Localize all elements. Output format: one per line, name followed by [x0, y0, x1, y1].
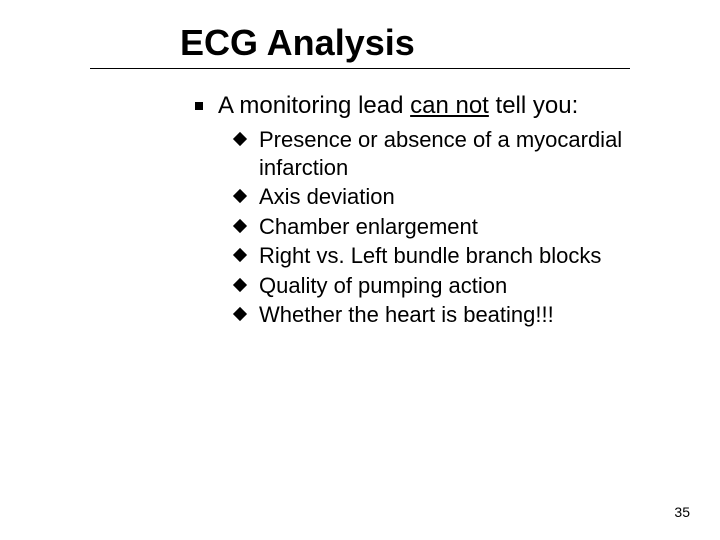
- level2-item: Right vs. Left bundle branch blocks: [235, 242, 665, 270]
- level2-item: Axis deviation: [235, 183, 665, 211]
- level2-text: Axis deviation: [259, 183, 395, 211]
- level2-text: Quality of pumping action: [259, 272, 507, 300]
- level1-text: A monitoring lead can not tell you:: [218, 92, 578, 120]
- level1-item: A monitoring lead can not tell you:: [195, 92, 665, 120]
- page-number: 35: [674, 504, 690, 520]
- level1-suffix: tell you:: [489, 92, 578, 119]
- level2-item: Presence or absence of a myocardial infa…: [235, 126, 665, 181]
- level2-text: Whether the heart is beating!!!: [259, 301, 554, 329]
- diamond-bullet-icon: [233, 132, 247, 146]
- diamond-bullet-icon: [233, 277, 247, 291]
- title-underline: [90, 68, 630, 69]
- level2-item: Chamber enlargement: [235, 213, 665, 241]
- diamond-bullet-icon: [233, 307, 247, 321]
- level1-cannot: can not: [410, 92, 489, 119]
- level2-item: Whether the heart is beating!!!: [235, 301, 665, 329]
- level2-list: Presence or absence of a myocardial infa…: [235, 126, 665, 329]
- level2-text: Chamber enlargement: [259, 213, 478, 241]
- body-content: A monitoring lead can not tell you: Pres…: [195, 92, 665, 331]
- level2-text: Right vs. Left bundle branch blocks: [259, 242, 601, 270]
- diamond-bullet-icon: [233, 218, 247, 232]
- diamond-bullet-icon: [233, 189, 247, 203]
- level2-text: Presence or absence of a myocardial infa…: [259, 126, 659, 181]
- slide: ECG Analysis A monitoring lead can not t…: [0, 0, 720, 540]
- square-bullet-icon: [195, 102, 203, 110]
- level2-item: Quality of pumping action: [235, 272, 665, 300]
- slide-title: ECG Analysis: [180, 22, 415, 64]
- level1-prefix: A monitoring lead: [218, 92, 410, 119]
- diamond-bullet-icon: [233, 248, 247, 262]
